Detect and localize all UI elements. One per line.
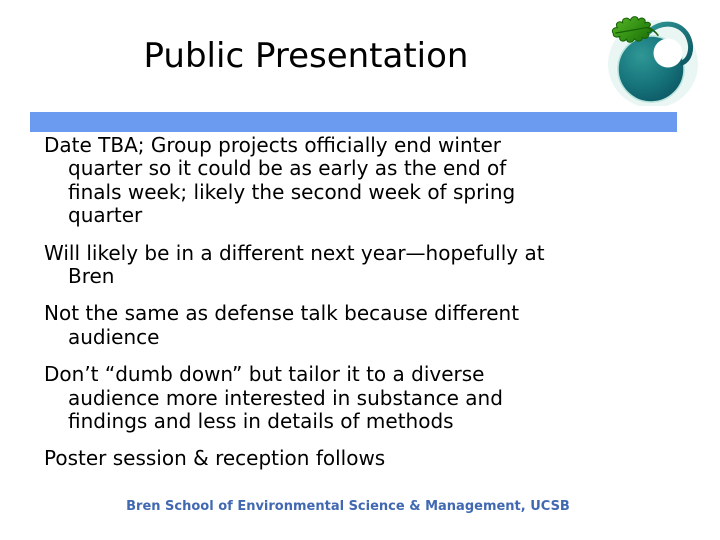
bren-school-logo-icon <box>608 16 698 106</box>
title-divider-bar <box>30 112 677 132</box>
swoosh-tail-shape <box>643 21 694 66</box>
body-paragraph-dumb-down: Don’t “dumb down” but tailor it to a div… <box>44 362 503 434</box>
oak-leaf-icon <box>611 16 660 43</box>
water-hole-shape <box>653 38 683 68</box>
body-paragraph-next-year: Will likely be in a different next year—… <box>44 240 545 289</box>
body-paragraph-defense-talk: Not the same as defense talk because dif… <box>44 301 520 349</box>
slide-title: Public Presentation <box>143 36 469 76</box>
body-paragraph-poster-session: Poster session & reception follows <box>44 446 386 471</box>
slide-body: Date TBA; Group projects officially end … <box>44 133 680 485</box>
slide-footer: Bren School of Environmental Science & M… <box>126 499 570 514</box>
body-paragraph-date-tba: Date TBA; Group projects officially end … <box>44 133 516 228</box>
